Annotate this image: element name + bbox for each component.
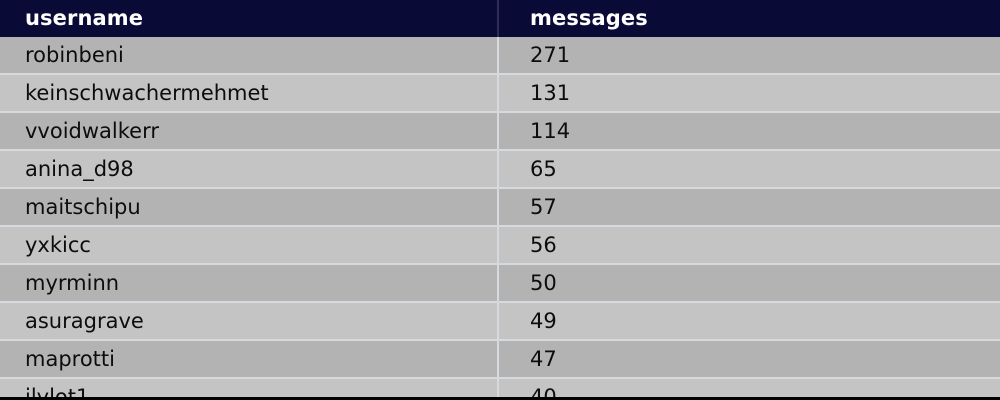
cell-username: anina_d98	[0, 150, 498, 189]
table-row[interactable]: maprotti 47	[0, 340, 1000, 379]
cell-messages: 65	[497, 150, 1000, 189]
table-row[interactable]: robinbeni 271	[0, 37, 1000, 75]
cell-username: ilylot1	[0, 378, 498, 397]
column-header-username[interactable]: username	[0, 0, 498, 37]
cell-username: robinbeni	[0, 37, 498, 75]
table-header: username messages	[0, 0, 1000, 37]
column-header-messages[interactable]: messages	[497, 0, 1000, 37]
cell-messages: 271	[497, 37, 1000, 75]
table-row[interactable]: ilylot1 40	[0, 378, 1000, 397]
cell-messages: 131	[497, 74, 1000, 113]
cell-messages: 47	[497, 340, 1000, 379]
table-row[interactable]: myrminn 50	[0, 264, 1000, 303]
cell-username: maprotti	[0, 340, 498, 379]
table-row[interactable]: anina_d98 65	[0, 150, 1000, 189]
cell-username: yxkicc	[0, 226, 498, 265]
cell-messages: 114	[497, 112, 1000, 151]
cell-messages: 50	[497, 264, 1000, 303]
cell-messages: 40	[497, 378, 1000, 397]
cell-username: myrminn	[0, 264, 498, 303]
table-row[interactable]: vvoidwalkerr 114	[0, 112, 1000, 151]
table-row[interactable]: asuragrave 49	[0, 302, 1000, 341]
cell-messages: 56	[497, 226, 1000, 265]
cell-username: vvoidwalkerr	[0, 112, 498, 151]
table-header-row: username messages	[0, 0, 1000, 37]
table-body: robinbeni 271 keinschwachermehmet 131 vv…	[0, 37, 1000, 397]
cell-username: asuragrave	[0, 302, 498, 341]
cell-username: maitschipu	[0, 188, 498, 227]
cell-username: keinschwachermehmet	[0, 74, 498, 113]
cell-messages: 57	[497, 188, 1000, 227]
table-row[interactable]: keinschwachermehmet 131	[0, 74, 1000, 113]
table-row[interactable]: maitschipu 57	[0, 188, 1000, 227]
table-row[interactable]: yxkicc 56	[0, 226, 1000, 265]
cell-messages: 49	[497, 302, 1000, 341]
